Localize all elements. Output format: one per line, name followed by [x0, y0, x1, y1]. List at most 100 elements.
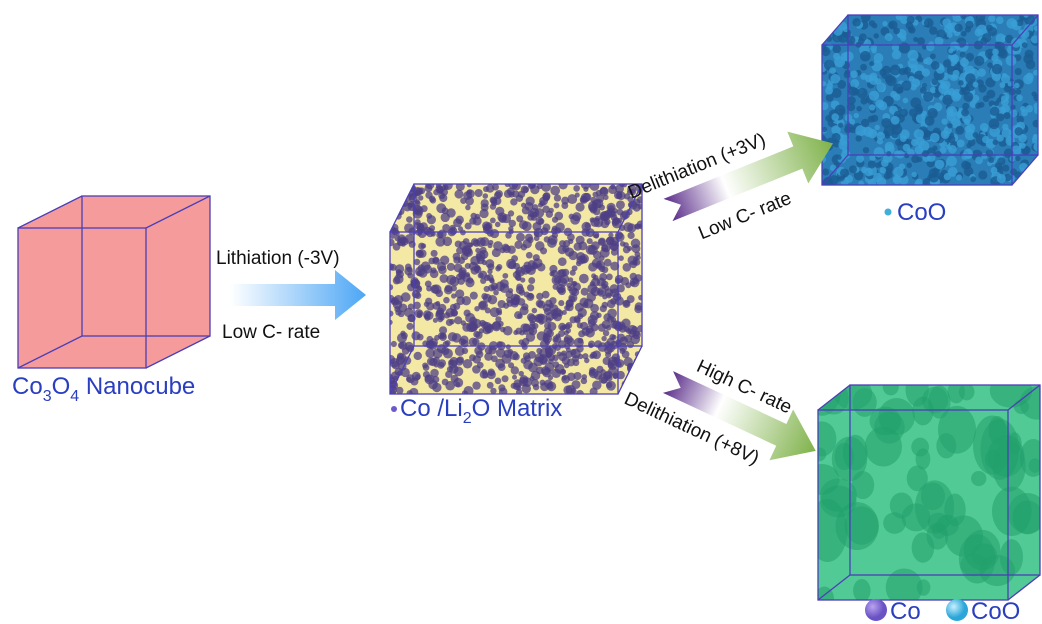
particle — [558, 340, 567, 349]
particle — [952, 69, 960, 77]
particle — [963, 92, 974, 102]
particle — [820, 478, 857, 512]
particle — [552, 283, 559, 290]
cube-edge — [1007, 384, 1041, 411]
particle — [873, 172, 883, 183]
particle — [515, 194, 524, 202]
particle — [413, 258, 421, 266]
particle — [426, 302, 435, 311]
particle — [588, 262, 598, 272]
particle — [917, 107, 923, 113]
particle — [567, 194, 578, 205]
particle — [1032, 69, 1038, 76]
particle — [553, 337, 559, 343]
particle — [592, 380, 602, 390]
particle — [573, 242, 582, 251]
particle — [436, 203, 447, 214]
particle — [963, 118, 971, 125]
cube-edge — [817, 384, 851, 411]
particle — [495, 348, 506, 358]
particle — [832, 44, 842, 54]
particle — [860, 50, 871, 62]
particle — [878, 398, 915, 435]
particle — [432, 256, 440, 264]
particle — [948, 107, 954, 114]
particle — [511, 297, 520, 306]
particle — [443, 296, 450, 304]
particle — [558, 330, 565, 338]
particle — [602, 356, 611, 366]
particle — [566, 358, 575, 367]
particle — [975, 156, 983, 165]
particle — [464, 222, 472, 230]
particle — [875, 162, 881, 169]
particle — [598, 373, 609, 384]
particle — [491, 321, 502, 332]
particle — [928, 172, 939, 183]
particle — [838, 122, 844, 128]
particle — [888, 20, 898, 30]
particle — [1015, 155, 1021, 162]
particle — [592, 191, 599, 198]
particle — [414, 292, 422, 299]
particle — [582, 301, 589, 309]
particle — [860, 63, 868, 71]
particle — [516, 215, 524, 223]
particle — [1025, 72, 1034, 81]
particle — [390, 340, 397, 348]
particle — [907, 58, 918, 69]
particle — [535, 241, 545, 251]
cube-edge — [817, 409, 1009, 601]
particle — [987, 62, 993, 68]
particle — [880, 159, 889, 167]
cube-edge — [821, 14, 849, 46]
particle — [626, 381, 632, 388]
particle — [992, 48, 999, 56]
particle — [440, 212, 450, 223]
particle — [961, 30, 967, 37]
label-part: Co /Li — [400, 395, 463, 422]
particle — [961, 160, 970, 170]
particle — [874, 124, 880, 131]
particle — [853, 579, 871, 600]
particle — [479, 236, 490, 247]
particle — [487, 368, 495, 376]
particle — [580, 192, 591, 203]
particle — [513, 330, 519, 336]
particle — [585, 244, 596, 255]
particle — [855, 135, 862, 142]
particle — [474, 346, 483, 355]
particle — [539, 200, 546, 207]
particle — [908, 108, 918, 117]
particle — [603, 258, 612, 267]
particle — [423, 313, 430, 320]
particle — [587, 314, 598, 325]
particle — [1019, 438, 1040, 477]
particle — [552, 354, 559, 362]
cube-edge — [821, 44, 1013, 186]
particle — [608, 232, 614, 238]
particle — [633, 198, 641, 206]
particle — [822, 126, 828, 133]
particle — [465, 196, 474, 206]
particle — [565, 303, 574, 312]
particle — [537, 262, 546, 272]
particle — [906, 465, 928, 492]
cube-edge — [821, 154, 849, 186]
particle — [831, 87, 842, 99]
particle — [426, 215, 436, 225]
arrow — [663, 131, 834, 222]
particle — [606, 299, 616, 309]
particle — [433, 189, 440, 196]
particle — [455, 184, 465, 191]
bullet — [391, 406, 397, 412]
particle — [1014, 82, 1020, 89]
particle — [985, 149, 994, 157]
particle — [474, 188, 483, 198]
particle — [415, 266, 426, 277]
particle — [975, 15, 986, 22]
particle — [961, 108, 969, 117]
particle — [538, 354, 549, 364]
particle — [480, 203, 489, 212]
arrow — [230, 270, 366, 320]
